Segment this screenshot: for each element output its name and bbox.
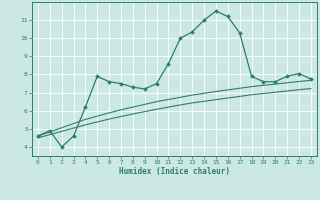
X-axis label: Humidex (Indice chaleur): Humidex (Indice chaleur) [119, 167, 230, 176]
